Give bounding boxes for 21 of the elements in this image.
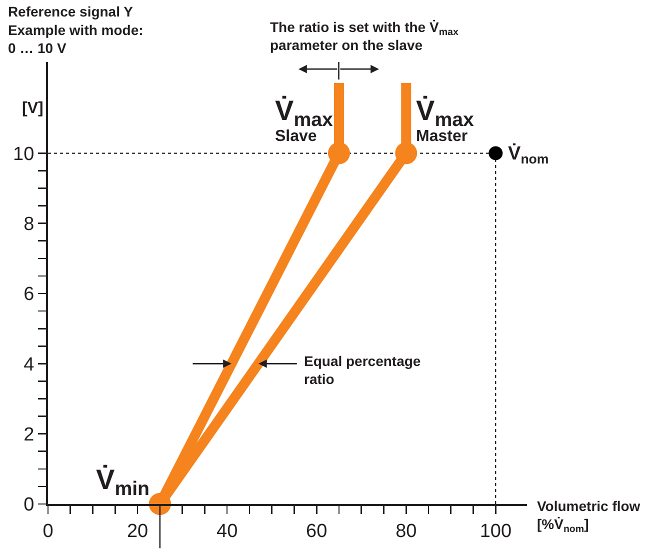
x-tick-label: 0: [42, 520, 54, 542]
annotation: V̇$_{max}$ Master: [416, 95, 474, 145]
annotation: V̇$_{max}$ Slave: [275, 95, 334, 145]
y-tick-label: 4: [24, 354, 35, 376]
chart-title: Reference signal Y Example with mode: 0 … 10 V: [8, 4, 144, 56]
x-tick-label: 80: [396, 520, 417, 542]
x-tick-label: 100: [480, 520, 512, 542]
x-tick-label: 60: [306, 520, 328, 542]
annotation: Equal percentage ratio: [304, 353, 421, 388]
y-tick-label: 2: [24, 424, 34, 446]
x-tick-label: 40: [216, 520, 238, 542]
annotation: V̇$_{min}$: [96, 464, 150, 500]
y-tick-label: 0: [24, 494, 34, 516]
y-tick-label: 6: [24, 284, 34, 306]
y-axis-title: [V]: [22, 100, 44, 117]
text: The ratio is set with the V̇$_{max}$ parameter on the slave: [270, 19, 458, 54]
y-tick-label: 10: [13, 144, 34, 165]
x-tick-label: 20: [126, 520, 148, 542]
annotation: V̇$_{nom}$: [508, 143, 549, 167]
y-tick-label: 8: [24, 214, 34, 236]
x-axis-title: Volumetric flow [%V̇$_{nom}$]: [537, 498, 640, 536]
